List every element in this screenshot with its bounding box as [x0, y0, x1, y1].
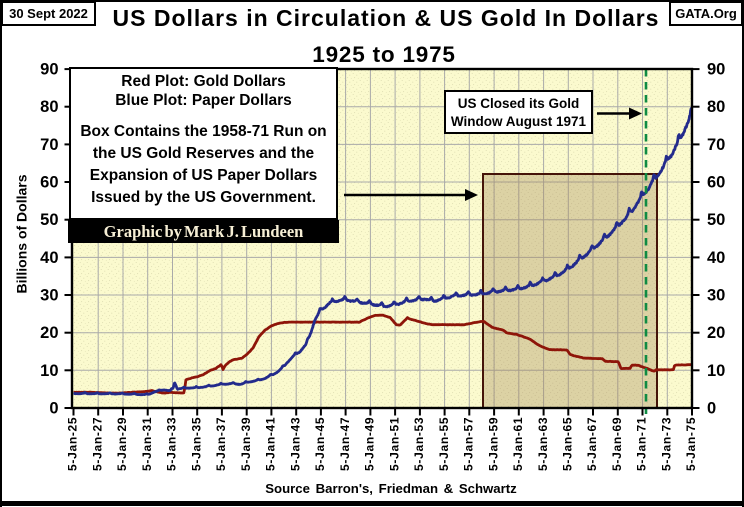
svg-text:60: 60 — [707, 174, 725, 192]
svg-text:5-Jan-65: 5-Jan-65 — [561, 417, 575, 471]
svg-text:20: 20 — [707, 324, 725, 342]
svg-text:5-Jan-59: 5-Jan-59 — [486, 417, 500, 471]
svg-text:5-Jan-57: 5-Jan-57 — [462, 417, 476, 471]
svg-text:5-Jan-63: 5-Jan-63 — [536, 417, 550, 471]
svg-text:5-Jan-75: 5-Jan-75 — [684, 417, 698, 471]
svg-text:5-Jan-67: 5-Jan-67 — [585, 417, 599, 471]
svg-text:5-Jan-55: 5-Jan-55 — [437, 417, 451, 471]
svg-text:30: 30 — [707, 287, 725, 305]
svg-text:5-Jan-33: 5-Jan-33 — [165, 417, 179, 471]
svg-text:5-Jan-39: 5-Jan-39 — [239, 417, 253, 471]
svg-text:5-Jan-41: 5-Jan-41 — [264, 417, 278, 471]
svg-text:Source Barron's, Friedman & Sc: Source Barron's, Friedman & Schwartz — [265, 481, 517, 496]
svg-text:5-Jan-73: 5-Jan-73 — [660, 417, 674, 471]
svg-text:5-Jan-35: 5-Jan-35 — [189, 417, 203, 471]
svg-text:0: 0 — [49, 400, 58, 418]
svg-text:70: 70 — [40, 136, 58, 154]
svg-text:5-Jan-29: 5-Jan-29 — [115, 417, 129, 471]
svg-text:60: 60 — [40, 174, 58, 192]
svg-text:70: 70 — [707, 136, 725, 154]
svg-text:30: 30 — [40, 287, 58, 305]
svg-text:80: 80 — [707, 98, 725, 116]
svg-text:90: 90 — [40, 61, 58, 79]
svg-text:5-Jan-47: 5-Jan-47 — [338, 417, 352, 471]
svg-text:5-Jan-43: 5-Jan-43 — [288, 417, 302, 471]
svg-text:5-Jan-25: 5-Jan-25 — [66, 417, 80, 471]
svg-text:5-Jan-31: 5-Jan-31 — [140, 417, 154, 471]
svg-text:40: 40 — [707, 249, 725, 267]
svg-text:5-Jan-51: 5-Jan-51 — [387, 417, 401, 471]
svg-text:20: 20 — [40, 324, 58, 342]
svg-text:Billions of Dollars: Billions of Dollars — [14, 174, 30, 293]
svg-text:5-Jan-37: 5-Jan-37 — [214, 417, 228, 471]
svg-text:90: 90 — [707, 61, 725, 79]
svg-text:50: 50 — [707, 211, 725, 229]
svg-text:10: 10 — [707, 362, 725, 380]
svg-text:5-Jan-49: 5-Jan-49 — [363, 417, 377, 471]
svg-text:5-Jan-53: 5-Jan-53 — [412, 417, 426, 471]
svg-text:80: 80 — [40, 98, 58, 116]
svg-text:5-Jan-61: 5-Jan-61 — [511, 417, 525, 471]
svg-text:5-Jan-69: 5-Jan-69 — [610, 417, 624, 471]
svg-text:5-Jan-27: 5-Jan-27 — [90, 417, 104, 471]
svg-text:10: 10 — [40, 362, 58, 380]
svg-text:40: 40 — [40, 249, 58, 267]
svg-text:50: 50 — [40, 211, 58, 229]
svg-text:5-Jan-45: 5-Jan-45 — [313, 417, 327, 471]
svg-text:5-Jan-71: 5-Jan-71 — [635, 417, 649, 471]
svg-text:0: 0 — [707, 400, 716, 418]
